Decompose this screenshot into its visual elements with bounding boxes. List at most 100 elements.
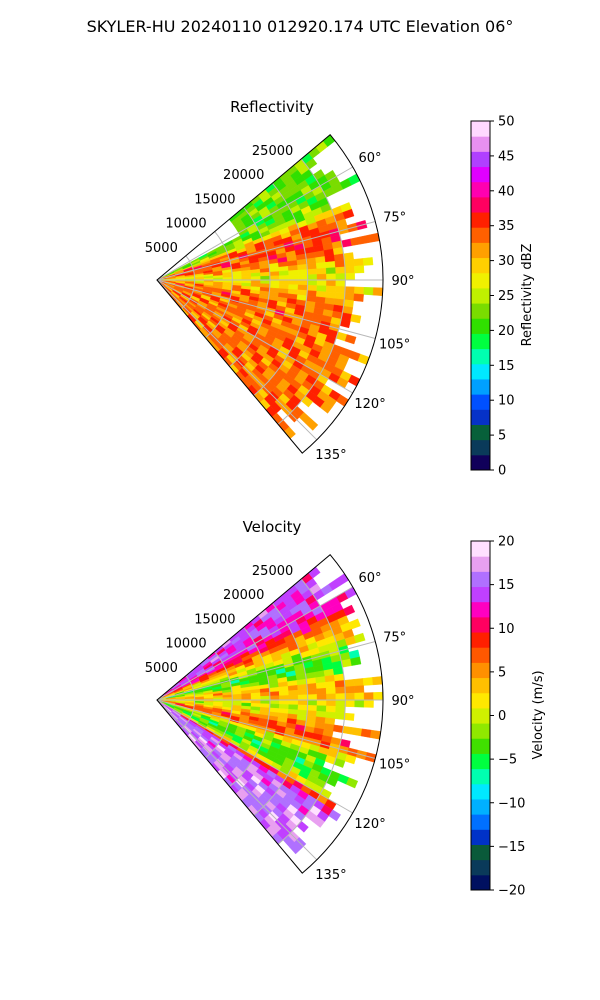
field-cell [335, 699, 346, 707]
field-cell [362, 677, 374, 686]
field-cell [326, 693, 337, 701]
colorbar-segment [471, 844, 490, 861]
colorbar-segment [471, 616, 490, 633]
field-cell [344, 754, 357, 765]
azimuth-gridline [156, 279, 318, 441]
colorbar-tick-label: −10 [498, 796, 525, 811]
range-ring [253, 182, 309, 396]
field-cell [325, 687, 337, 695]
range-ring [205, 651, 233, 759]
field-cell [260, 699, 271, 705]
field-cell [350, 314, 362, 324]
field-cell [288, 689, 299, 696]
field-cell [362, 257, 374, 266]
field-cell [373, 691, 384, 701]
colorbar-segment [471, 136, 490, 152]
field-cell [289, 841, 302, 855]
azimuth-gridline [156, 279, 376, 339]
colorbar-segment [471, 227, 490, 243]
field-cell [316, 705, 327, 713]
field-cell [297, 269, 308, 276]
field-cells [156, 566, 384, 855]
azimuth-gridline [156, 221, 376, 281]
azimuth-tick-label: 105° [379, 338, 410, 353]
colorbar-segment [471, 723, 490, 739]
field-cell [325, 261, 336, 269]
field-cell [343, 252, 354, 261]
colorbar-segment [471, 181, 490, 198]
field-cell [278, 690, 289, 696]
colorbar-segment [471, 333, 490, 350]
field-cell [344, 292, 355, 301]
field-cell [297, 264, 308, 271]
field-cell [326, 279, 337, 287]
field-cell [344, 259, 355, 268]
field-cell [345, 699, 355, 708]
field-cell [340, 238, 352, 248]
field-cell [260, 695, 271, 701]
sector-outline [156, 554, 384, 874]
field-cell [363, 699, 374, 708]
field-cell [278, 685, 289, 692]
colorbar-tick-label: −20 [498, 884, 525, 899]
range-tick-label: 15000 [194, 612, 235, 627]
reflectivity-panel: Reflectivity 500010000150002000025000Met… [145, 98, 535, 479]
field-cell [328, 809, 341, 822]
field-cell [345, 777, 359, 789]
azimuth-tick-label: 135° [315, 448, 346, 463]
colorbar-tick-label: 15 [498, 359, 515, 374]
field-cell [324, 674, 336, 683]
field-cell [306, 683, 317, 690]
field-cell [288, 279, 299, 286]
field-cell [288, 704, 299, 711]
field-cell [297, 689, 308, 696]
field-cell [325, 291, 336, 299]
field-cell [250, 272, 261, 277]
colorbar-segment [471, 541, 490, 557]
field-cell [345, 272, 355, 281]
azimuth-tick-label: 60° [359, 151, 382, 166]
field-cell [344, 334, 357, 345]
field-cell [278, 270, 289, 276]
colorbar-segment [471, 571, 490, 588]
range-ring [253, 602, 309, 816]
field-cell [351, 727, 363, 737]
field-cell [363, 287, 374, 296]
colorbar-segment [471, 454, 490, 471]
field-cell [250, 279, 261, 284]
field-cell [372, 287, 384, 296]
field-cell [297, 684, 308, 691]
colorbar-segment [471, 348, 490, 365]
field-cell [269, 695, 280, 701]
field-cell [288, 284, 299, 291]
colorbar-tick-label: 10 [498, 394, 515, 409]
field-cell [342, 725, 354, 735]
colorbar-segment [471, 692, 490, 709]
field-cell [332, 724, 344, 733]
field-cell [335, 286, 346, 294]
range-tick-label: 20000 [223, 168, 264, 183]
colorbar-segment [471, 798, 490, 815]
azimuth-gridline [156, 699, 353, 814]
field-cell [326, 273, 337, 281]
colorbar-segment [471, 378, 490, 395]
field-cell [353, 293, 364, 302]
colorbar-tick-label: 45 [498, 149, 515, 164]
range-ring [205, 231, 233, 339]
field-cell [316, 687, 327, 695]
colorbar-segment [471, 151, 490, 168]
colorbar-segment [471, 394, 490, 410]
field-cell [353, 678, 364, 687]
colorbar-tick-label: 5 [498, 429, 506, 444]
field-cell [307, 285, 318, 292]
colorbar-tick-label: 20 [498, 535, 515, 550]
range-ring [277, 158, 346, 425]
field-cell [306, 263, 317, 270]
azimuth-tick-label: 135° [315, 868, 346, 883]
field-cell [241, 693, 252, 698]
colorbar-segment [471, 166, 490, 183]
field-cell [354, 286, 365, 295]
colorbar-tick-label: −15 [498, 840, 525, 855]
field-cell [260, 275, 271, 281]
field-cell [297, 274, 308, 281]
